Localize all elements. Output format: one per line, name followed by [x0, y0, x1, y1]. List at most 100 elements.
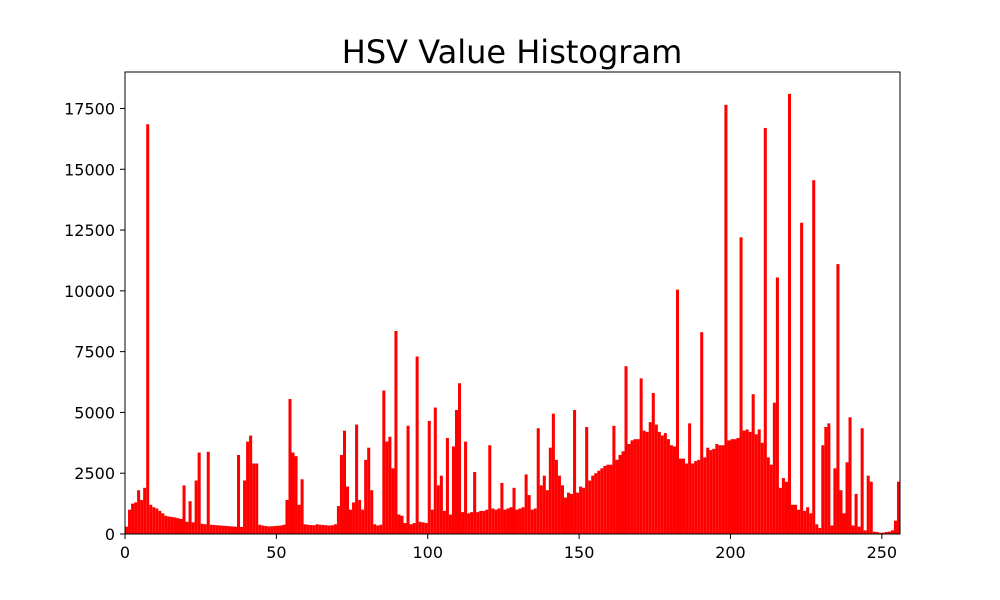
histogram-bar [355, 424, 359, 534]
histogram-bar [585, 427, 589, 534]
histogram-bar [639, 378, 643, 534]
histogram-bar [233, 526, 238, 534]
histogram-bar [418, 521, 422, 534]
histogram-bar [327, 525, 331, 534]
x-tick-label: 150 [564, 543, 595, 562]
histogram-bar [264, 525, 268, 534]
histogram-bar [131, 503, 135, 534]
histogram-bar [194, 480, 198, 534]
histogram-bar [691, 463, 695, 534]
histogram-bar [485, 509, 489, 534]
histogram-bar [778, 487, 782, 534]
histogram-bar [273, 525, 277, 534]
histogram-bar [700, 332, 704, 534]
x-tick-label: 0 [120, 543, 130, 562]
histogram-bar [579, 486, 583, 534]
histogram-bar [182, 485, 186, 534]
histogram-bar [576, 492, 580, 534]
histogram-bar [403, 523, 407, 534]
histogram-bar [754, 434, 758, 534]
histogram-bar [621, 451, 625, 534]
x-tick-label: 200 [715, 543, 746, 562]
histogram-bar [521, 507, 525, 534]
histogram-bar [812, 180, 816, 534]
histogram-bar [703, 457, 707, 534]
histogram-bar [176, 518, 180, 534]
y-tick-label: 17500 [64, 99, 115, 118]
histogram-bar [730, 439, 734, 534]
histogram-bar [158, 510, 162, 534]
histogram-bar [467, 513, 471, 534]
histogram-bar [657, 431, 661, 534]
histogram-bar [285, 499, 289, 534]
histogram-bar [421, 522, 425, 534]
histogram-bar [591, 475, 595, 534]
histogram-bar [370, 490, 374, 534]
histogram-bar [554, 459, 558, 534]
histogram-bar [736, 437, 740, 534]
histogram-bar [548, 447, 552, 534]
histogram-bar [866, 475, 870, 534]
histogram-bar [606, 464, 610, 534]
histogram-bar [373, 524, 377, 534]
histogram-bar [318, 524, 322, 534]
histogram-bar [660, 435, 664, 534]
histogram-bar [803, 510, 807, 534]
histogram-bar [339, 454, 343, 534]
histogram-bar [433, 407, 437, 534]
histogram-bar [203, 524, 207, 534]
histogram-bar [787, 93, 792, 534]
histogram-bar [482, 510, 486, 534]
histogram-bar [781, 478, 785, 534]
histogram-bar [128, 509, 132, 534]
histogram-bar [839, 490, 843, 534]
histogram-bar [763, 127, 767, 535]
axes-group: 0 50 100 150 200 2500250050007500100001250015… [64, 99, 897, 562]
histogram-bar [745, 429, 749, 534]
histogram-bar [161, 513, 165, 534]
histogram-bar [479, 510, 483, 534]
histogram-bar [515, 509, 519, 534]
histogram-bar [530, 509, 534, 534]
histogram-bar [566, 492, 571, 534]
histogram-bar [306, 524, 310, 534]
histogram-bar [170, 516, 174, 534]
histogram-bar [270, 526, 274, 534]
histogram-bar [697, 459, 701, 534]
histogram-bar [748, 431, 752, 534]
histogram-bar [685, 463, 689, 534]
histogram-bar [454, 409, 459, 534]
histogram-bar [415, 356, 419, 534]
histogram-bar [464, 441, 468, 534]
histogram-bar [594, 473, 598, 534]
histogram-bar [218, 525, 222, 534]
histogram-bar [406, 425, 410, 534]
histogram-bar [276, 525, 280, 534]
histogram-bar [246, 441, 250, 534]
histogram-bar [191, 522, 195, 534]
histogram-bar [630, 440, 634, 534]
histogram-bar [506, 508, 510, 534]
histogram-bar [458, 383, 462, 534]
histogram-bar [609, 464, 613, 534]
histogram-bar [167, 516, 171, 534]
histogram-bar [706, 447, 710, 534]
histogram-bar [833, 468, 837, 534]
histogram-bar [724, 104, 728, 534]
histogram-bar [533, 508, 537, 534]
histogram-bar [303, 524, 307, 534]
histogram-bar [573, 409, 577, 534]
histogram-bar [542, 475, 546, 534]
histogram-bar [237, 454, 241, 534]
histogram-bar [863, 530, 867, 534]
histogram-bar [297, 504, 301, 534]
histogram-bar [412, 523, 416, 534]
histogram-bar [669, 445, 673, 534]
histogram-bar [851, 525, 855, 534]
histogram-bar [784, 481, 788, 534]
x-tick-label: 250 [867, 543, 898, 562]
x-tick-label: 100 [412, 543, 443, 562]
histogram-bar [379, 524, 383, 534]
histogram-bar [878, 532, 882, 534]
histogram-bar [536, 428, 540, 534]
